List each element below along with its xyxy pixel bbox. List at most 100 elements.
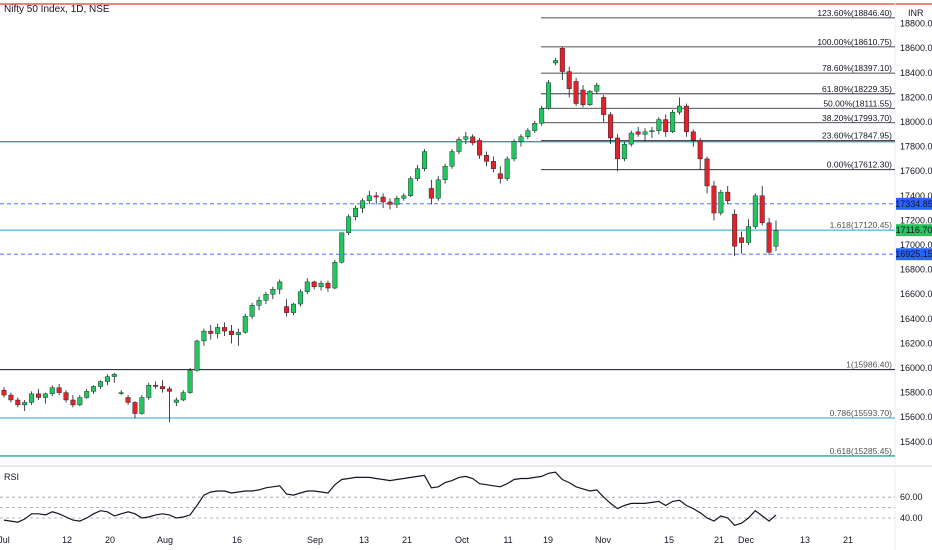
candle-body-37 bbox=[256, 300, 262, 306]
candle-body-16 bbox=[111, 373, 117, 377]
y-tick-label-0: 18800.00 bbox=[900, 19, 932, 29]
candle-body-104 bbox=[718, 191, 724, 214]
rsi-tick-0: 60.00 bbox=[900, 492, 923, 502]
candle-body-109 bbox=[752, 195, 758, 227]
candle-body-50 bbox=[346, 216, 352, 233]
candle-body-10 bbox=[70, 399, 76, 406]
y-tick-label-4: 18000.00 bbox=[900, 117, 932, 127]
candle-body-64 bbox=[442, 166, 448, 181]
candle-body-72 bbox=[497, 173, 503, 179]
candle-body-111 bbox=[766, 222, 772, 253]
candle-body-21 bbox=[146, 385, 152, 398]
fib-label-1: 100.00%(18610.75) bbox=[817, 37, 892, 47]
candle-body-80 bbox=[552, 60, 558, 64]
y-tick-label-1: 18600.00 bbox=[900, 43, 932, 53]
candle-body-87 bbox=[601, 97, 607, 115]
candle-body-62 bbox=[428, 188, 434, 199]
y-tick-label-7: 17400.00 bbox=[900, 191, 932, 201]
candle-body-8 bbox=[56, 387, 62, 393]
candle-body-66 bbox=[456, 139, 462, 152]
candle-body-67 bbox=[463, 136, 469, 140]
x-tick-label-2: 20 bbox=[105, 535, 115, 545]
candle-body-22 bbox=[153, 385, 159, 387]
last-price-text: 17116.70 bbox=[896, 225, 932, 235]
candle-body-83 bbox=[573, 81, 579, 104]
candle-body-38 bbox=[263, 294, 269, 301]
candle-body-1 bbox=[8, 394, 14, 401]
candle-body-60 bbox=[415, 168, 421, 179]
candle-body-11 bbox=[77, 397, 83, 406]
candle-body-88 bbox=[608, 114, 614, 139]
candle-body-34 bbox=[235, 332, 241, 335]
candle-body-98 bbox=[677, 105, 682, 113]
candle-body-75 bbox=[518, 136, 524, 142]
candle-body-56 bbox=[387, 201, 393, 205]
candle-body-19 bbox=[132, 402, 138, 414]
extension-label-3: 0.618(15285.45) bbox=[830, 446, 893, 456]
candle-body-94 bbox=[649, 130, 655, 133]
candle-body-97 bbox=[670, 111, 676, 133]
candle-body-108 bbox=[745, 226, 751, 243]
candle-body-5 bbox=[35, 393, 41, 398]
x-tick-label-1: 12 bbox=[62, 535, 72, 545]
candle-body-33 bbox=[228, 330, 234, 335]
candle-body-53 bbox=[366, 195, 372, 201]
x-tick-label-4: 16 bbox=[232, 535, 242, 545]
fib-label-7: 0.00%(17612.30) bbox=[827, 160, 892, 170]
candle-body-20 bbox=[139, 397, 145, 414]
candle-body-73 bbox=[504, 158, 510, 179]
candle-body-54 bbox=[373, 195, 379, 198]
candle-body-93 bbox=[642, 131, 648, 135]
y-tick-label-9: 17000.00 bbox=[900, 240, 932, 250]
candle-body-49 bbox=[339, 232, 345, 263]
candle-body-18 bbox=[125, 397, 131, 403]
y-tick-label-15: 15800.00 bbox=[900, 388, 932, 398]
candle-body-71 bbox=[490, 161, 496, 169]
rsi-tick-1: 40.00 bbox=[900, 513, 923, 523]
extension-label-0: 1.618(17120.45) bbox=[830, 220, 893, 230]
candle-body-4 bbox=[29, 393, 35, 403]
candle-body-92 bbox=[635, 131, 641, 135]
candle-body-102 bbox=[704, 158, 710, 187]
rsi-pane-label: RSI bbox=[4, 472, 20, 482]
candle-body-42 bbox=[291, 303, 296, 313]
candle-body-103 bbox=[711, 185, 717, 214]
candle-body-43 bbox=[297, 291, 303, 305]
x-tick-label-10: 19 bbox=[543, 535, 553, 545]
x-tick-label-9: 11 bbox=[503, 535, 512, 545]
rsi-line bbox=[3, 471, 777, 526]
candle-body-12 bbox=[84, 391, 90, 398]
extension-label-2: 0.786(15593.70) bbox=[830, 408, 893, 418]
y-tick-label-16: 15600.00 bbox=[900, 412, 932, 422]
candle-body-14 bbox=[98, 381, 103, 387]
candle-body-29 bbox=[201, 330, 207, 342]
candle-body-6 bbox=[42, 393, 48, 398]
candle-body-100 bbox=[690, 131, 696, 141]
level-badge-text-1: 17334.85 bbox=[895, 199, 932, 209]
y-tick-label-3: 18200.00 bbox=[900, 92, 932, 102]
candle-body-3 bbox=[22, 402, 28, 406]
candle-body-110 bbox=[759, 195, 765, 224]
y-tick-label-10: 16800.00 bbox=[900, 265, 932, 275]
candle-body-28 bbox=[194, 340, 200, 371]
candle-body-74 bbox=[511, 141, 517, 160]
candle-body-23 bbox=[160, 386, 166, 390]
candle-body-31 bbox=[215, 327, 221, 334]
candle-body-36 bbox=[249, 305, 255, 317]
x-tick-label-7: 21 bbox=[402, 535, 412, 545]
candle-body-96 bbox=[663, 119, 669, 133]
x-tick-label-15: 13 bbox=[800, 535, 810, 545]
candle-body-41 bbox=[284, 306, 290, 313]
fib-label-4: 50.00%(18111.55) bbox=[823, 98, 892, 108]
y-tick-label-6: 17600.00 bbox=[900, 166, 932, 176]
candle-body-17 bbox=[118, 392, 124, 394]
candle-body-112 bbox=[773, 230, 779, 247]
x-tick-label-11: Nov bbox=[595, 535, 612, 545]
candle-body-86 bbox=[594, 84, 600, 92]
candle-body-40 bbox=[277, 281, 283, 290]
candle-body-26 bbox=[180, 392, 186, 401]
candle-body-55 bbox=[380, 196, 386, 203]
y-tick-label-13: 16200.00 bbox=[900, 338, 932, 348]
candle-body-9 bbox=[63, 392, 69, 401]
y-tick-label-5: 17800.00 bbox=[900, 142, 932, 152]
